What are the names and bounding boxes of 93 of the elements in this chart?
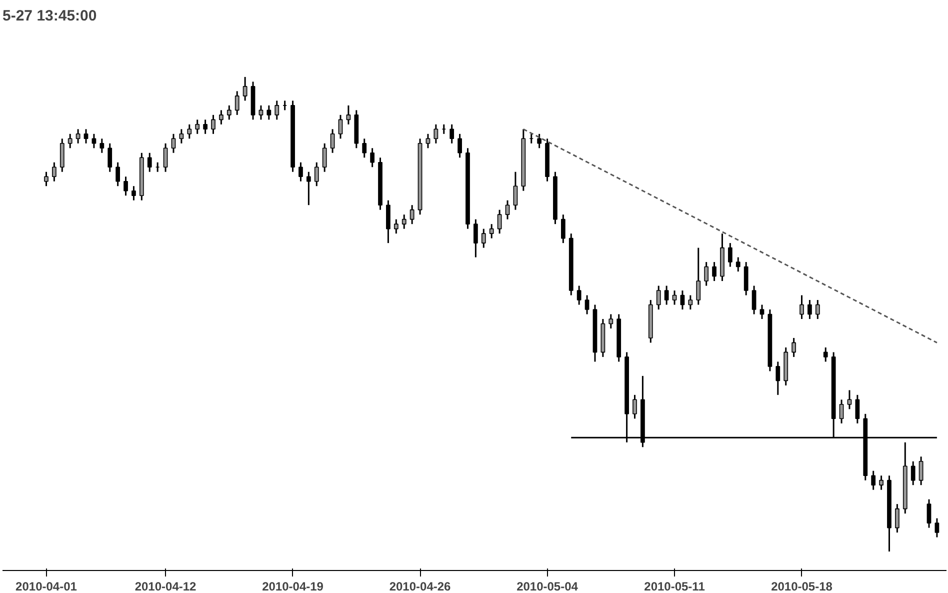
candlestick xyxy=(934,518,940,538)
candlestick xyxy=(426,133,430,149)
candlestick xyxy=(481,228,486,249)
candlestick xyxy=(664,285,669,306)
candlestick xyxy=(394,218,398,234)
candlestick xyxy=(242,76,248,102)
x-tick-label: 2010-05-11 xyxy=(644,580,706,593)
candlestick xyxy=(68,133,72,149)
candlestick xyxy=(688,294,693,310)
candlestick xyxy=(489,223,494,240)
candlestick xyxy=(918,456,924,486)
candlestick xyxy=(234,90,240,116)
candlestick xyxy=(226,104,232,120)
candlestick xyxy=(402,214,406,230)
candlestick xyxy=(458,133,462,158)
candlestick xyxy=(211,114,216,135)
candlestick xyxy=(728,242,732,268)
candlestick xyxy=(704,261,709,287)
candlestick xyxy=(434,124,438,144)
x-tick-label: 2010-05-18 xyxy=(771,580,833,593)
candlestick xyxy=(926,498,932,529)
candlestick xyxy=(258,104,264,120)
candlestick xyxy=(314,162,319,187)
chart-title: 5-27 13:45:00 xyxy=(2,8,97,24)
candlestick xyxy=(513,171,518,211)
x-tick-label: 2010-04-19 xyxy=(262,580,324,593)
candlestick xyxy=(910,460,916,486)
candlestick xyxy=(815,299,820,320)
candlestick xyxy=(203,118,208,135)
candlestick xyxy=(776,360,780,396)
candlestick xyxy=(855,394,860,424)
candlestick xyxy=(672,290,677,306)
candlestick xyxy=(847,389,852,410)
candlestick xyxy=(410,204,414,225)
candlestick xyxy=(608,313,614,330)
x-tick-label: 2010-04-26 xyxy=(389,580,452,593)
candlestick xyxy=(219,109,224,126)
candlestick xyxy=(124,176,128,196)
candlestick xyxy=(823,346,828,362)
candlestick xyxy=(76,128,80,144)
x-tick-label: 2010-04-12 xyxy=(134,580,197,593)
candlestick xyxy=(474,218,478,258)
candlestick xyxy=(187,124,192,140)
x-tick-label: 2010-05-04 xyxy=(516,580,578,593)
candlestick xyxy=(792,337,796,358)
candlestick xyxy=(497,209,502,234)
candlestick xyxy=(879,474,884,491)
candlestick xyxy=(752,285,756,315)
candlestick xyxy=(656,285,661,310)
candlestick xyxy=(871,470,876,491)
candlestick xyxy=(274,100,280,120)
candlestick xyxy=(346,104,351,126)
candlestick xyxy=(44,171,48,187)
candlestick xyxy=(680,290,685,310)
candlestick xyxy=(132,185,136,202)
candlestick xyxy=(808,299,812,320)
candlestick xyxy=(696,247,701,306)
candlestick xyxy=(147,152,152,173)
candlestick xyxy=(537,133,542,149)
candlestick xyxy=(116,162,120,187)
candlestick xyxy=(179,128,184,144)
candlestick xyxy=(266,104,272,120)
candlestick xyxy=(330,128,335,154)
candlestick xyxy=(163,142,168,173)
candlestick xyxy=(322,142,327,173)
candlestick xyxy=(736,256,740,272)
candlestick xyxy=(450,124,454,144)
candlestick xyxy=(839,398,844,424)
candlestick xyxy=(712,261,716,282)
candlestick xyxy=(584,294,590,315)
candlestick xyxy=(195,118,200,135)
candlestick xyxy=(298,162,303,182)
candlestick xyxy=(108,142,112,173)
candlestick xyxy=(576,285,582,306)
candlestick xyxy=(362,138,367,158)
candlestick xyxy=(560,214,566,244)
candlestick xyxy=(171,133,176,154)
candlestick xyxy=(84,128,88,144)
candlestick xyxy=(60,138,64,173)
candlestick xyxy=(52,162,56,182)
candlestick xyxy=(306,171,311,206)
candlestick xyxy=(800,294,804,320)
candlestick xyxy=(895,503,900,534)
candlestick xyxy=(100,138,104,154)
candlestick xyxy=(632,394,637,420)
candlestick xyxy=(760,304,764,320)
candlestick xyxy=(505,200,510,220)
candlestick xyxy=(386,200,390,244)
candlestick xyxy=(92,133,96,149)
candlestick xyxy=(744,261,748,296)
candlestick xyxy=(338,114,343,140)
x-tick-label: 2010-04-01 xyxy=(16,580,78,593)
candlestick xyxy=(370,147,374,168)
